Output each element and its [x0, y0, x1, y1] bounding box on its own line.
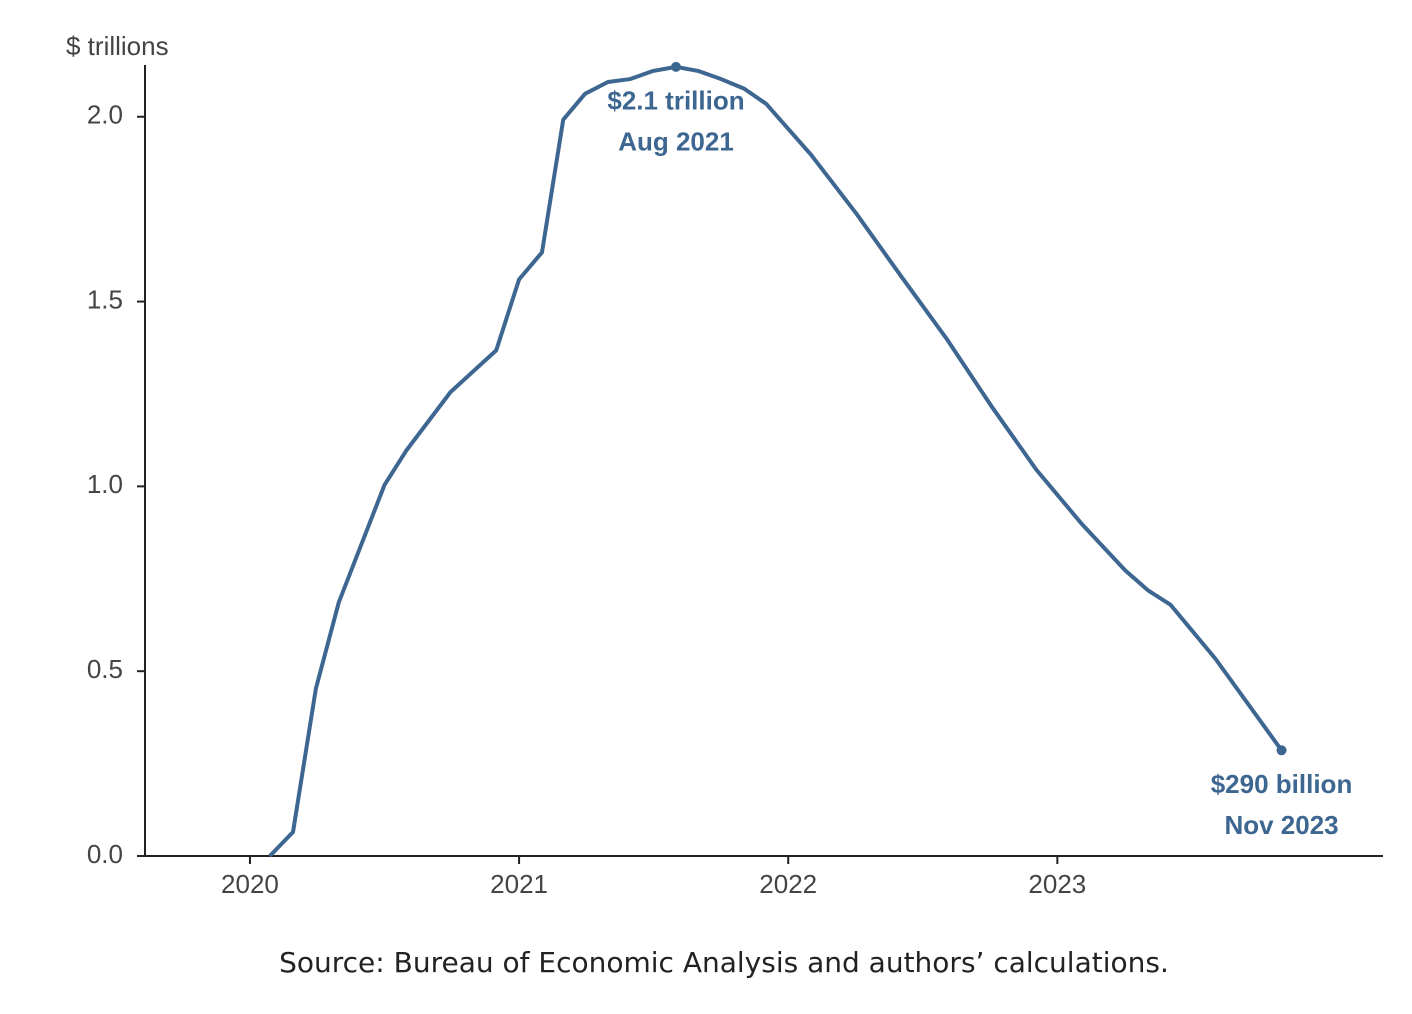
annotation: $2.1 trillion: [607, 86, 744, 116]
annotation: $290 billion: [1211, 769, 1353, 799]
y-tick-label: 2.0: [87, 100, 123, 130]
y-tick-label: 1.5: [87, 284, 123, 314]
x-tick-label: 2021: [490, 869, 548, 899]
source-note: Source: Bureau of Economic Analysis and …: [279, 946, 1169, 979]
x-tick-label: 2022: [759, 869, 817, 899]
line-series: [268, 64, 1284, 858]
y-tick-label: 1.0: [87, 469, 123, 499]
annotation: Nov 2023: [1224, 810, 1338, 840]
y-axis-label: $ trillions: [66, 31, 169, 61]
point-marker: [1276, 745, 1287, 756]
point-marker: [670, 61, 681, 72]
y-tick-label: 0.0: [87, 839, 123, 869]
annotation: Aug 2021: [618, 127, 734, 157]
y-tick-label: 0.5: [87, 654, 123, 684]
x-tick-label: 2023: [1028, 869, 1086, 899]
x-tick-label: 2020: [221, 869, 279, 899]
